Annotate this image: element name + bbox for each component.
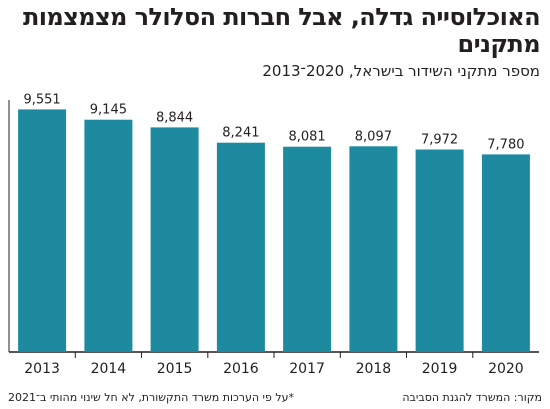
x-tick-label-2018: 2018: [356, 361, 392, 377]
value-label-2017: 8,081: [288, 130, 325, 145]
bar-2017: [283, 146, 332, 352]
bar-2013: [18, 109, 67, 353]
value-label-2018: 8,097: [355, 129, 392, 144]
x-tick-label-2020: 2020: [488, 361, 524, 377]
value-label-2020: 7,780: [487, 137, 524, 152]
value-label-2015: 8,844: [156, 110, 193, 125]
chart-title: האוכלוסייה גדלה, אבל חברות הסלולר מצמצמו…: [22, 3, 541, 58]
x-tick-label-2014: 2014: [91, 361, 127, 377]
footer: מקור: המשרד להגנת הסביבה *על פי הערכות מ…: [0, 389, 550, 409]
value-label-2019: 7,972: [421, 133, 458, 148]
x-tick-label-2013: 2013: [24, 361, 60, 377]
footnote-text: *על פי הערכות משרד התקשורת, לא חל שינוי …: [8, 391, 295, 404]
bar-2019: [415, 149, 464, 352]
x-tick-label-2016: 2016: [223, 361, 259, 377]
bar-2016: [216, 142, 265, 352]
x-tick-label-2017: 2017: [289, 361, 325, 377]
value-label-2016: 8,241: [222, 126, 259, 141]
chart-subtitle: מספר מתקני השידור בישראל, 2020־2013: [262, 62, 540, 80]
value-label-2013: 9,551: [23, 92, 60, 107]
source-text: מקור: המשרד להגנת הסביבה: [402, 391, 542, 404]
bar-2018: [349, 146, 398, 352]
bar-2015: [150, 127, 199, 353]
bars-group: 9,551 2013 9,145 2014 8,844 2015 8,241 2016 8,08…: [18, 92, 530, 377]
bar-2014: [84, 119, 133, 352]
value-label-2014: 9,145: [90, 103, 127, 118]
bar-2020: [481, 154, 530, 352]
x-tick-label-2019: 2019: [422, 361, 458, 377]
x-tick-label-2015: 2015: [157, 361, 193, 377]
